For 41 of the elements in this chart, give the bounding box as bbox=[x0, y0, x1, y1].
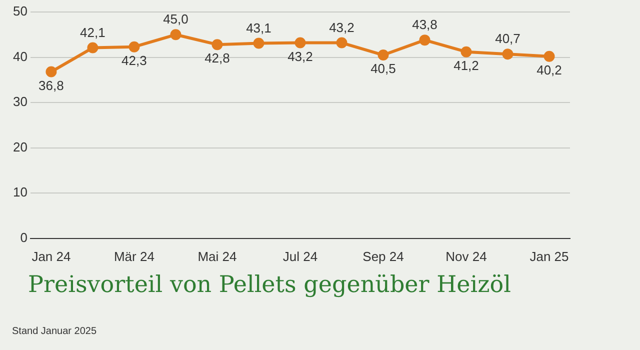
data-label: 40,2 bbox=[536, 62, 562, 78]
point bbox=[87, 42, 98, 54]
point bbox=[336, 37, 348, 48]
point bbox=[544, 50, 555, 62]
x-tick-label: Sep 24 bbox=[362, 248, 404, 264]
x-tick-label: Jul 24 bbox=[282, 248, 318, 264]
point bbox=[294, 37, 306, 48]
point bbox=[253, 38, 264, 49]
data-label: 40,5 bbox=[370, 61, 396, 76]
data-label: 43,2 bbox=[288, 48, 313, 64]
data-label: 45,0 bbox=[163, 12, 188, 27]
data-label: 43,8 bbox=[412, 17, 438, 32]
data-label: 42,8 bbox=[204, 50, 230, 66]
y-tick-label: 50 bbox=[12, 4, 28, 19]
data-label: 42,3 bbox=[122, 52, 147, 68]
data-label: 43,1 bbox=[246, 20, 272, 36]
point bbox=[128, 41, 140, 52]
x-tick-label: Mai 24 bbox=[198, 248, 237, 264]
point bbox=[460, 46, 472, 58]
data-label: 43,2 bbox=[329, 20, 354, 35]
x-tick-label: Jan 25 bbox=[530, 248, 569, 264]
y-tick-label: 30 bbox=[12, 94, 28, 110]
y-tick-label: 20 bbox=[12, 139, 28, 154]
point bbox=[378, 50, 389, 61]
data-label: 40,7 bbox=[495, 31, 520, 46]
point bbox=[502, 48, 514, 60]
point bbox=[419, 34, 430, 46]
x-tick-label: Mär 24 bbox=[114, 248, 154, 264]
data-label: 36,8 bbox=[38, 78, 64, 93]
point bbox=[170, 29, 182, 40]
y-tick-label: 0 bbox=[20, 230, 28, 245]
data-label: 42,1 bbox=[80, 24, 106, 40]
x-tick-label: Nov 24 bbox=[446, 248, 487, 264]
x-tick-label: Jan 24 bbox=[32, 248, 71, 264]
point bbox=[212, 39, 223, 50]
data-label: 41,2 bbox=[454, 58, 479, 73]
y-tick-label: 10 bbox=[12, 184, 28, 200]
text: Preisvorteil von Pellets gegenüber Heizöl bbox=[28, 272, 511, 298]
text: Stand Januar 2025 bbox=[12, 326, 97, 337]
point bbox=[46, 66, 57, 78]
y-tick-label: 40 bbox=[12, 48, 28, 64]
